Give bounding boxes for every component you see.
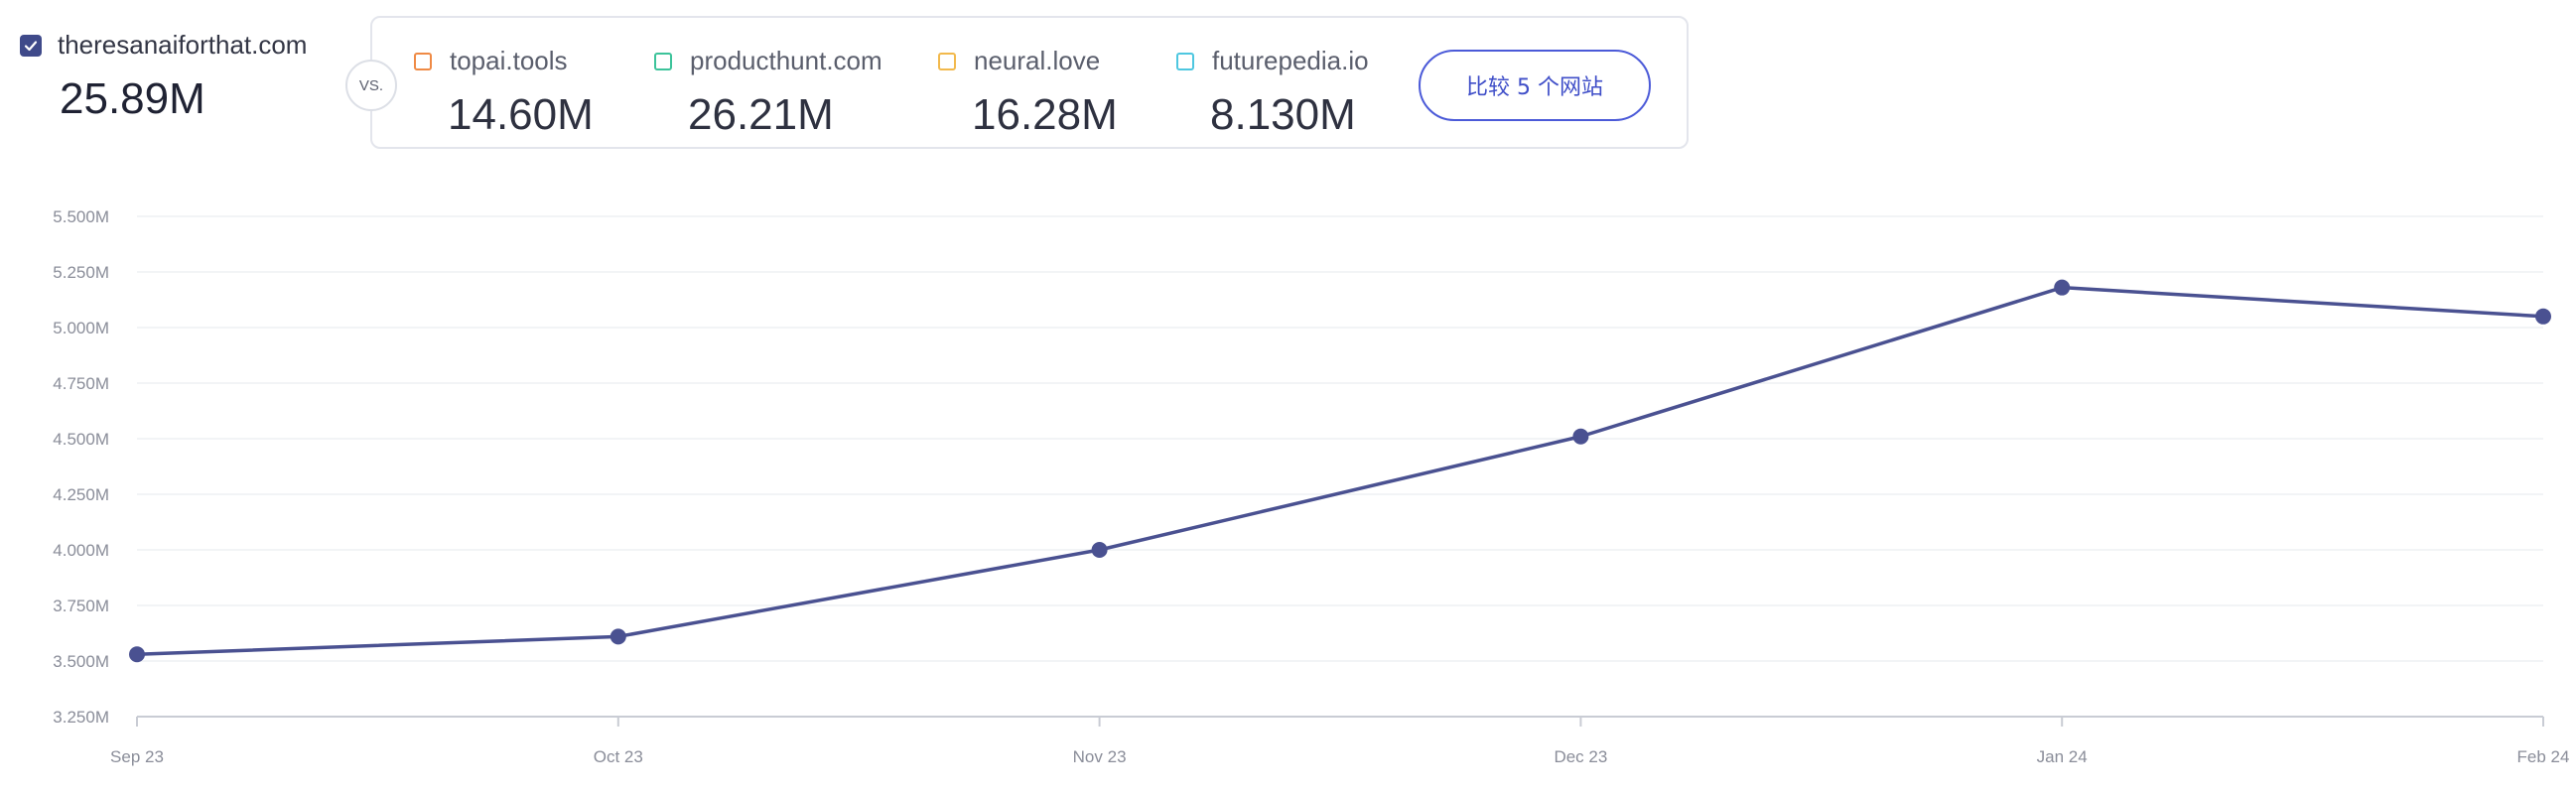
data-point xyxy=(1091,542,1108,558)
x-tick-label: Feb 24 xyxy=(2517,747,2570,766)
x-tick-label: Dec 23 xyxy=(1554,747,1607,766)
competitor-name[interactable]: producthunt.com xyxy=(690,46,882,75)
checkmark-icon xyxy=(24,40,38,51)
x-tick-label: Jan 24 xyxy=(2037,747,2088,766)
x-tick-label: Nov 23 xyxy=(1073,747,1127,766)
x-tick-label: Sep 23 xyxy=(110,747,164,766)
y-tick-label: 3.750M xyxy=(53,597,109,615)
primary-site-name[interactable]: theresanaiforthat.com xyxy=(58,30,308,60)
series-line xyxy=(135,285,2545,657)
compare-sites-button[interactable]: 比较 5 个网站 xyxy=(1419,50,1651,121)
competitor-2: neural.love 16.28M xyxy=(938,46,1118,140)
y-tick-label: 5.000M xyxy=(53,319,109,337)
vs-badge: VS. xyxy=(345,60,397,111)
competitor-name[interactable]: futurepedia.io xyxy=(1212,46,1369,75)
primary-site: theresanaiforthat.com 25.89M xyxy=(20,30,347,124)
competitor-1: producthunt.com 26.21M xyxy=(654,46,882,140)
competitor-3: futurepedia.io 8.130M xyxy=(1176,46,1369,140)
y-tick-label: 5.250M xyxy=(53,263,109,282)
y-tick-label: 5.500M xyxy=(53,207,109,226)
competitor-value: 14.60M xyxy=(448,90,594,139)
competitor-name[interactable]: topai.tools xyxy=(450,46,568,75)
primary-site-value: 25.89M xyxy=(60,74,205,123)
y-tick-label: 4.250M xyxy=(53,485,109,504)
y-tick-label: 3.500M xyxy=(53,652,109,671)
data-point xyxy=(2535,308,2551,325)
primary-site-checkbox[interactable] xyxy=(20,34,42,57)
y-tick-label: 4.500M xyxy=(53,430,109,449)
competitor-value: 16.28M xyxy=(972,90,1118,139)
y-tick-label: 4.000M xyxy=(53,541,109,560)
competitor-checkbox[interactable] xyxy=(1176,52,1194,70)
competitor-checkbox[interactable] xyxy=(654,52,672,70)
y-tick-label: 4.750M xyxy=(53,374,109,393)
competitor-checkbox[interactable] xyxy=(938,52,956,70)
competitor-value: 26.21M xyxy=(688,90,834,139)
competitor-value: 8.130M xyxy=(1210,90,1356,139)
competitor-0: topai.tools 14.60M xyxy=(414,46,594,140)
data-point xyxy=(610,628,626,645)
data-point xyxy=(1572,428,1589,445)
x-tick-label: Oct 23 xyxy=(594,747,643,766)
data-point xyxy=(129,646,145,663)
data-point xyxy=(2054,279,2071,296)
competitor-name[interactable]: neural.love xyxy=(974,46,1101,75)
y-tick-label: 3.250M xyxy=(53,708,109,727)
competitor-checkbox[interactable] xyxy=(414,52,432,70)
